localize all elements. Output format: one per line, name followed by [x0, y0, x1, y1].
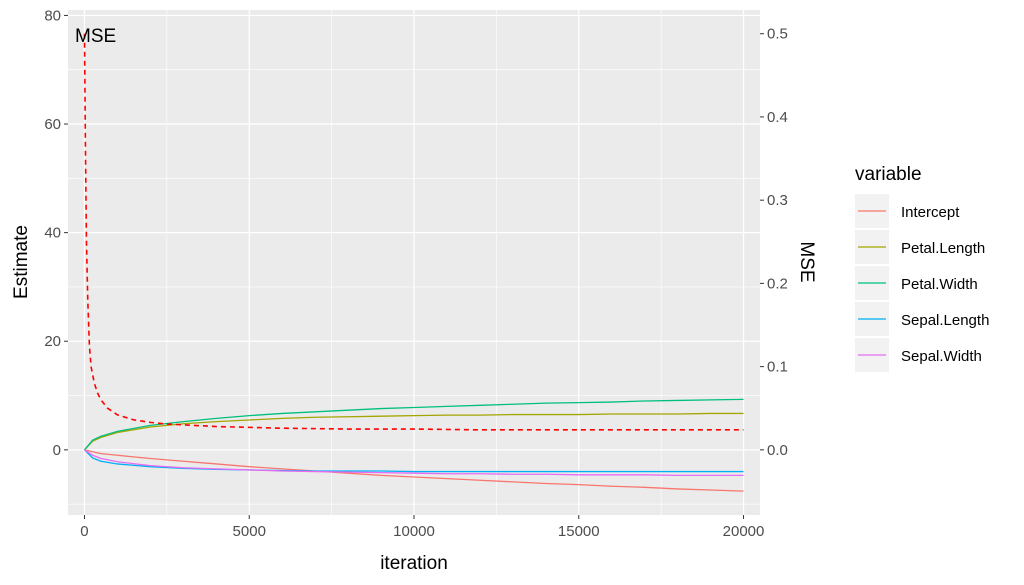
series-line-sepal-width — [84, 449, 744, 477]
y2-tick-label: 0.3 — [767, 192, 788, 209]
legend-label: Sepal.Width — [901, 348, 982, 365]
x-axis-title: iteration — [380, 553, 448, 574]
annotation-mse: MSE — [75, 26, 116, 47]
legend: variable Intercept Petal.Length Petal.Widt… — [855, 164, 989, 372]
legend-label: Sepal.Length — [901, 312, 989, 329]
grid-major — [68, 10, 760, 515]
y-tick-label: 0 — [53, 442, 61, 459]
y2-tick-label: 0.4 — [767, 109, 788, 126]
y-tick-label: 20 — [44, 333, 61, 350]
x-tick-label: 20000 — [723, 523, 765, 540]
y-tick-label: 40 — [44, 225, 61, 242]
series-layer — [83, 33, 744, 492]
y-axis-title: Estimate — [11, 225, 32, 299]
legend-title: variable — [855, 164, 922, 185]
series-line-sepal-length — [84, 449, 744, 473]
y-tick-label: 80 — [44, 7, 61, 24]
series-line-petal-length — [84, 412, 744, 451]
legend-entries: Intercept Petal.Length Petal.Width Sepal.Le… — [855, 194, 989, 372]
y2-tick-label: 0.0 — [767, 442, 788, 459]
x-tick-label: 15000 — [558, 523, 600, 540]
y-tick-label: 60 — [44, 116, 61, 133]
y2-tick-label: 0.5 — [767, 26, 788, 43]
legend-label: Intercept — [901, 204, 960, 221]
x-tick-label: 5000 — [233, 523, 266, 540]
bottom-axis: 0 5000 10000 15000 20000 — [80, 515, 764, 540]
y2-tick-label: 0.1 — [767, 359, 788, 376]
right-axis: 0.0 0.1 0.2 0.3 0.4 0.5 — [760, 26, 788, 459]
x-tick-label: 0 — [80, 523, 88, 540]
legend-label: Petal.Length — [901, 240, 985, 257]
series-line-petal-width — [83, 398, 744, 451]
series-line-intercept — [84, 449, 744, 492]
y2-tick-label: 0.2 — [767, 275, 788, 292]
y2-axis-title: MSE — [796, 241, 817, 282]
series-line-mse — [83, 33, 744, 431]
left-axis: 0 20 40 60 80 — [44, 7, 68, 459]
x-tick-label: 10000 — [393, 523, 435, 540]
legend-label: Petal.Width — [901, 276, 978, 293]
